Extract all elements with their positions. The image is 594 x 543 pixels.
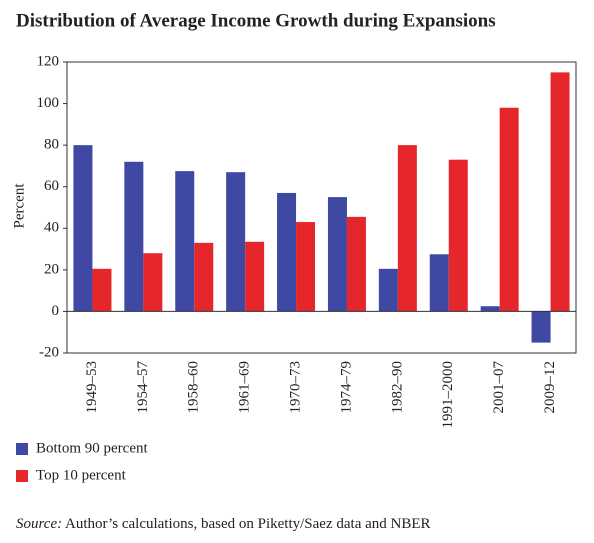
bar bbox=[226, 172, 246, 312]
source-text: Author’s calculations, based on Piketty/… bbox=[65, 516, 430, 532]
legend-swatch bbox=[16, 470, 28, 482]
x-tick-label: 1974–79 bbox=[338, 361, 354, 414]
chart-title: Distribution of Average Income Growth du… bbox=[16, 10, 496, 31]
bar bbox=[245, 241, 265, 312]
bar bbox=[327, 197, 347, 312]
bar bbox=[92, 268, 112, 312]
bar bbox=[73, 145, 93, 312]
x-tick-label: 1970–73 bbox=[287, 361, 303, 414]
bar bbox=[378, 268, 398, 312]
bar bbox=[143, 253, 163, 312]
x-tick-label: 1982–90 bbox=[389, 361, 405, 414]
y-tick-label: -20 bbox=[39, 344, 59, 360]
legend-swatch bbox=[16, 443, 28, 455]
bar bbox=[124, 161, 144, 312]
x-tick-label: 1958–60 bbox=[186, 361, 202, 414]
bar bbox=[550, 72, 570, 312]
y-tick-label: 40 bbox=[44, 220, 59, 236]
bar bbox=[277, 192, 297, 312]
y-tick-label: 100 bbox=[37, 95, 60, 111]
y-tick-label: 60 bbox=[44, 178, 59, 194]
y-tick-label: 80 bbox=[44, 137, 59, 153]
bar bbox=[448, 159, 468, 312]
source-label: Source: bbox=[16, 516, 62, 532]
bar bbox=[194, 242, 214, 312]
legend-label: Bottom 90 percent bbox=[36, 440, 148, 456]
x-tick-label: 2009–12 bbox=[542, 361, 558, 414]
y-axis-label: Percent bbox=[11, 183, 27, 229]
source: Source: Author’s calculations, based on … bbox=[16, 516, 431, 532]
x-tick-label: 1961–69 bbox=[237, 361, 253, 414]
bar bbox=[429, 254, 449, 312]
bar bbox=[499, 107, 519, 312]
x-tick-label: 1991–2000 bbox=[440, 361, 456, 429]
x-tick-label: 1949–53 bbox=[84, 361, 100, 414]
y-tick-label: 120 bbox=[37, 53, 60, 69]
bar bbox=[531, 311, 551, 343]
bar bbox=[397, 145, 417, 312]
y-tick-label: 0 bbox=[52, 303, 60, 319]
bar bbox=[296, 222, 316, 312]
legend-label: Top 10 percent bbox=[36, 467, 127, 483]
bar bbox=[175, 171, 195, 312]
x-tick-label: 1954–57 bbox=[135, 361, 151, 414]
y-tick-label: 20 bbox=[44, 261, 59, 277]
x-tick-label: 2001–07 bbox=[491, 361, 507, 414]
bar bbox=[346, 216, 366, 312]
bar bbox=[480, 306, 500, 312]
plot-frame bbox=[66, 61, 577, 354]
